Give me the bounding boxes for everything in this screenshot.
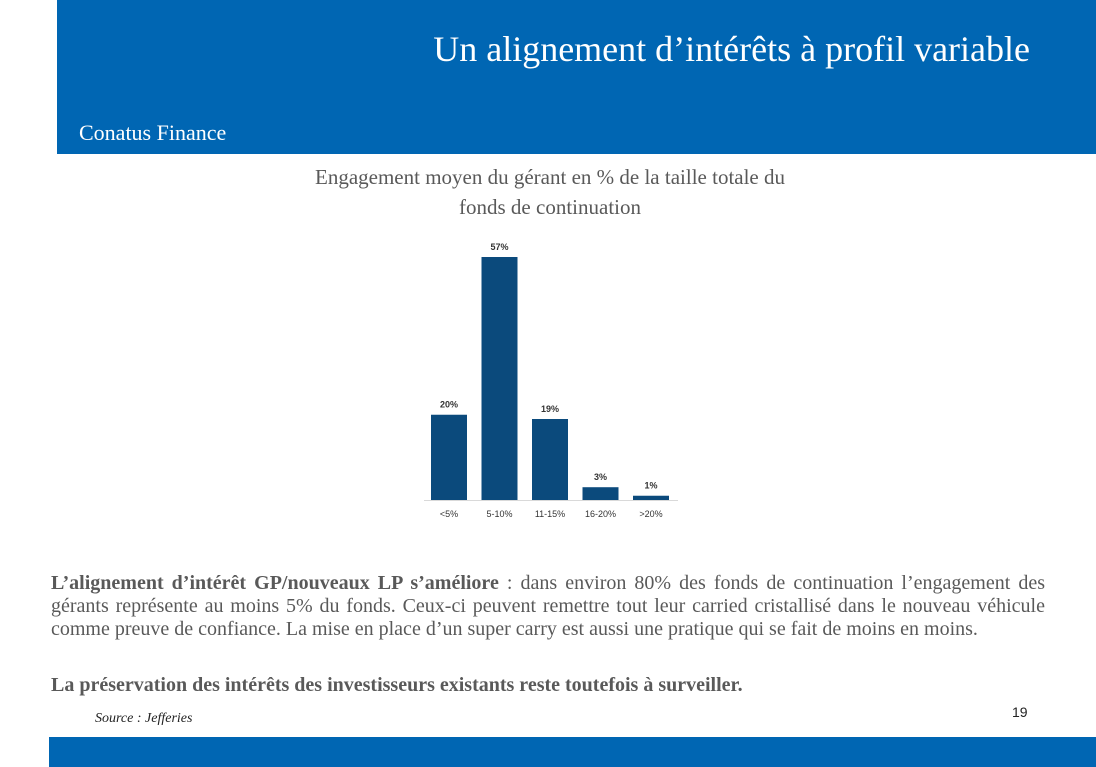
data-label-0: 20% — [440, 400, 458, 410]
page-number: 19 — [1012, 704, 1028, 720]
bar-3 — [582, 487, 619, 500]
source-note: Source : Jefferies — [95, 711, 193, 726]
bar-chart: 20% <5% 57% 5-10% 19% 11-15% 3% 16-20% 1% >20% — [424, 242, 678, 519]
body-lead-text: L’alignement d’intérêt GP/nouveaux LP s’… — [51, 572, 499, 594]
body-paragraph: L’alignement d’intérêt GP/nouveaux LP s’… — [51, 572, 1045, 641]
body-main-text: : dans environ 80% des fonds de continua… — [51, 572, 1045, 640]
x-tick-label-3: 16-20% — [585, 509, 616, 519]
data-label-2: 19% — [541, 404, 559, 414]
x-tick-label-1: 5-10% — [486, 509, 512, 519]
bar-0 — [431, 414, 467, 500]
bar-2 — [532, 419, 568, 500]
data-label-3: 3% — [594, 472, 607, 482]
header-bar: Un alignement d’intérêts à profil variab… — [57, 0, 1096, 154]
chart-title: Engagement moyen du gérant en % de la ta… — [315, 165, 785, 219]
bar-1 — [481, 257, 518, 500]
data-label-1: 57% — [490, 242, 508, 252]
x-tick-label-2: 11-15% — [535, 509, 565, 519]
bar-4 — [633, 495, 669, 500]
slide-title: Un alignement d’intérêts à profil variab… — [433, 29, 1030, 69]
company-name: Conatus Finance — [79, 120, 227, 145]
x-tick-label-0: <5% — [440, 509, 458, 519]
x-tick-label-4: >20% — [639, 509, 662, 519]
footer-bar — [49, 737, 1096, 767]
data-label-4: 1% — [644, 481, 657, 491]
conclusion-text: La préservation des intérêts des investi… — [51, 674, 743, 696]
